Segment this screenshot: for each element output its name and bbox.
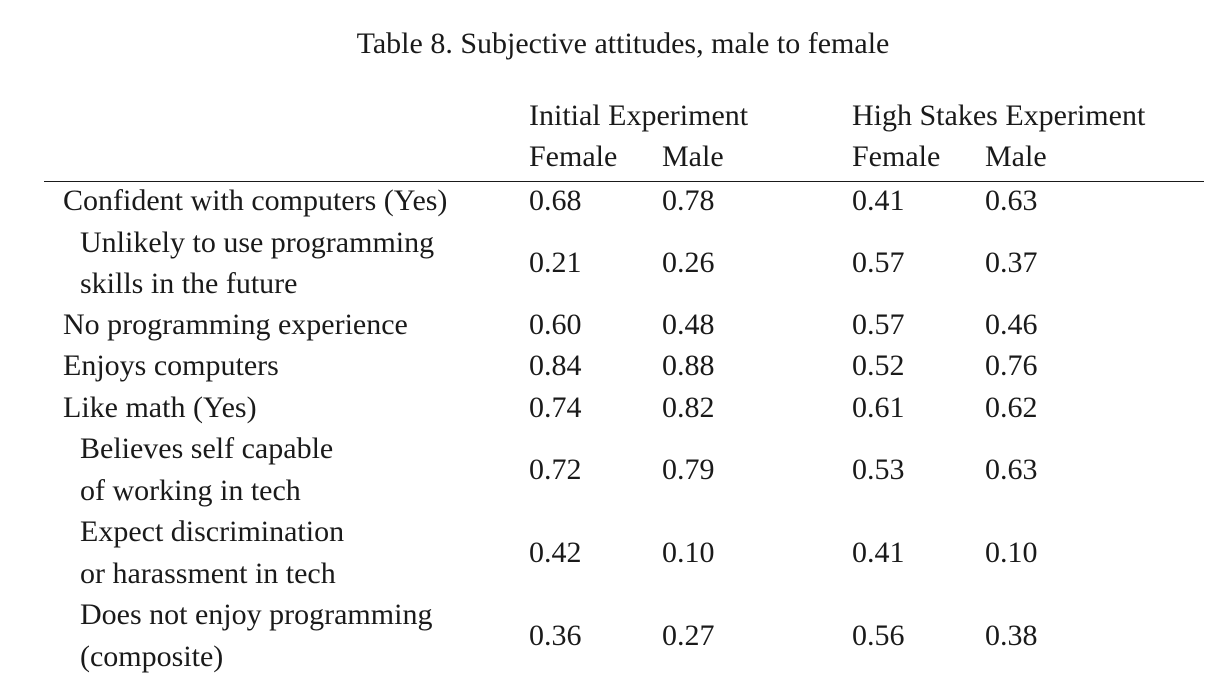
group-header-high-stakes-experiment: High Stakes Experiment bbox=[852, 99, 1146, 132]
cell-initial-male: 0.88 bbox=[662, 349, 715, 382]
cell-highstakes-female: 0.53 bbox=[852, 453, 905, 486]
cell-highstakes-male: 0.63 bbox=[985, 184, 1038, 217]
cell-highstakes-female: 0.57 bbox=[852, 308, 905, 341]
cell-initial-female: 0.68 bbox=[529, 184, 582, 217]
column-header-highstakes-female: Female bbox=[852, 140, 941, 173]
cell-highstakes-male: 0.10 bbox=[985, 536, 1038, 569]
cell-initial-female: 0.42 bbox=[529, 536, 582, 569]
row-label-line-1: Expect discrimination bbox=[80, 515, 345, 548]
row-label-line-2: skills in the future bbox=[80, 267, 298, 300]
cell-highstakes-male: 0.38 bbox=[985, 619, 1038, 652]
column-header-highstakes-male: Male bbox=[985, 140, 1047, 173]
group-header-initial-experiment: Initial Experiment bbox=[529, 99, 749, 132]
cell-initial-male: 0.79 bbox=[662, 453, 715, 486]
cell-highstakes-female: 0.61 bbox=[852, 391, 905, 424]
cell-initial-female: 0.60 bbox=[529, 308, 582, 341]
cell-initial-female: 0.74 bbox=[529, 391, 582, 424]
cell-initial-female: 0.84 bbox=[529, 349, 582, 382]
cell-highstakes-female: 0.41 bbox=[852, 536, 905, 569]
cell-highstakes-male: 0.46 bbox=[985, 308, 1038, 341]
cell-highstakes-female: 0.41 bbox=[852, 184, 905, 217]
cell-highstakes-male: 0.37 bbox=[985, 246, 1038, 279]
cell-highstakes-male: 0.62 bbox=[985, 391, 1038, 424]
cell-initial-female: 0.21 bbox=[529, 246, 582, 279]
row-label: Confident with computers (Yes) bbox=[63, 184, 448, 217]
cell-initial-male: 0.10 bbox=[662, 536, 715, 569]
cell-highstakes-female: 0.52 bbox=[852, 349, 905, 382]
row-label-line-1: Does not enjoy programming bbox=[80, 598, 433, 631]
row-label: Like math (Yes) bbox=[63, 391, 257, 424]
cell-initial-male: 0.26 bbox=[662, 246, 715, 279]
cell-initial-male: 0.27 bbox=[662, 619, 715, 652]
column-header-initial-female: Female bbox=[529, 140, 618, 173]
cell-highstakes-female: 0.56 bbox=[852, 619, 905, 652]
cell-initial-male: 0.82 bbox=[662, 391, 715, 424]
row-label-line-1: Believes self capable bbox=[80, 432, 334, 465]
column-header-initial-male: Male bbox=[662, 140, 724, 173]
cell-initial-female: 0.72 bbox=[529, 453, 582, 486]
cell-initial-male: 0.48 bbox=[662, 308, 715, 341]
row-label-line-2: (composite) bbox=[80, 640, 224, 673]
cell-highstakes-male: 0.76 bbox=[985, 349, 1038, 382]
cell-initial-female: 0.36 bbox=[529, 619, 582, 652]
header-rule bbox=[44, 181, 1204, 182]
row-label: Enjoys computers bbox=[63, 349, 279, 382]
table-title: Table 8. Subjective attitudes, male to f… bbox=[356, 27, 890, 60]
row-label-line-1: Unlikely to use programming bbox=[80, 226, 435, 259]
row-label-line-2: or harassment in tech bbox=[80, 557, 336, 590]
row-label: No programming experience bbox=[63, 308, 408, 341]
row-label-line-2: of working in tech bbox=[80, 474, 301, 507]
cell-highstakes-female: 0.57 bbox=[852, 246, 905, 279]
cell-highstakes-male: 0.63 bbox=[985, 453, 1038, 486]
cell-initial-male: 0.78 bbox=[662, 184, 715, 217]
